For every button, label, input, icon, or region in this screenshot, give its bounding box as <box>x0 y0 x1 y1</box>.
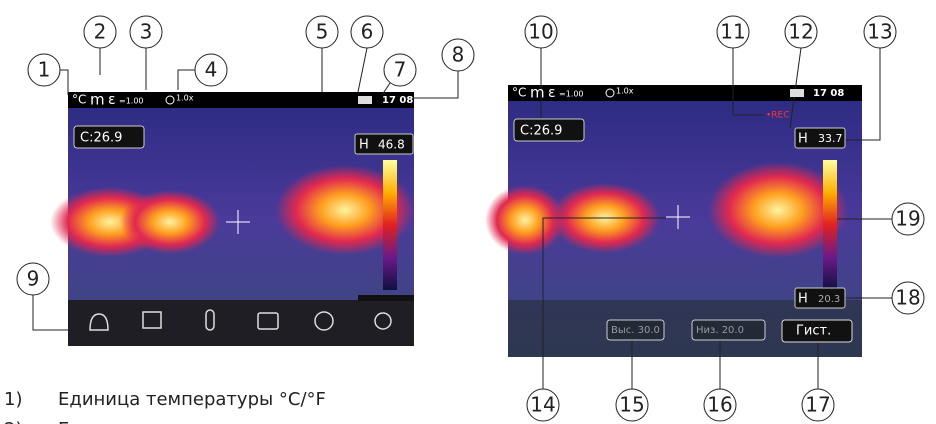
leader-line <box>732 48 765 116</box>
high-temp: 46.8 <box>378 138 405 152</box>
callout-circle <box>891 202 925 236</box>
low-box <box>794 287 846 309</box>
callout-number: 11 <box>720 20 745 44</box>
zoom: 1.0x <box>176 94 194 103</box>
callout-circle <box>716 15 750 49</box>
callout-circle <box>801 388 835 422</box>
center-box <box>513 118 585 142</box>
callout-circle <box>891 281 925 315</box>
center-temp: C:26.9 <box>520 124 562 139</box>
emissivity-value: =1.00 <box>119 97 144 106</box>
callout-circle <box>863 15 897 49</box>
callout-number: 6 <box>361 20 374 44</box>
mode: m <box>90 91 105 109</box>
button-label: Гист. <box>796 324 831 339</box>
callout-lines <box>32 47 892 389</box>
zoom-icon <box>605 88 615 98</box>
callout-circle <box>784 15 818 49</box>
callout-number: 2 <box>94 20 107 44</box>
legend-number: 2) <box>4 419 22 424</box>
callout-circle <box>129 15 163 49</box>
button[interactable] <box>781 319 853 343</box>
callout-circle <box>305 15 339 49</box>
callout-circle <box>83 15 117 49</box>
callout-number: 5 <box>316 20 329 44</box>
callout-circle <box>350 15 384 49</box>
battery-icon <box>790 89 804 97</box>
button-label: Низ. 20.0 <box>696 325 744 336</box>
rec: •REC <box>766 111 790 121</box>
legend-text: Единица температуры °C/°F <box>58 389 326 410</box>
center-temp: C:26.9 <box>80 131 122 146</box>
callout-number: 8 <box>452 43 465 67</box>
high-label: H <box>798 132 808 147</box>
high-label: H <box>359 138 369 153</box>
callout-circle <box>441 38 475 72</box>
high-box <box>794 127 846 149</box>
callout-number: 3 <box>140 20 153 44</box>
leader-line <box>381 82 391 96</box>
zoom-icon <box>165 95 175 105</box>
callout-circle <box>383 53 417 87</box>
callout-number: 14 <box>530 393 555 417</box>
button-label: Выс. 30.0 <box>611 325 660 336</box>
leader-line <box>404 71 459 99</box>
low-box <box>358 295 414 301</box>
callout-number: 4 <box>205 58 218 82</box>
callout-circle <box>27 53 61 87</box>
zoom: 1.0x <box>616 87 634 96</box>
low-label: H <box>798 292 808 307</box>
callout-circle <box>703 388 737 422</box>
callout-circle <box>526 388 560 422</box>
emissivity-value: =1.00 <box>559 90 584 99</box>
callout-number: 16 <box>707 393 732 417</box>
button[interactable] <box>606 319 665 341</box>
callout-number: 7 <box>394 58 407 82</box>
unit: °C <box>72 93 86 107</box>
leader-line <box>177 69 195 90</box>
callout-circle <box>16 262 50 296</box>
time: 17 08 <box>813 88 844 99</box>
leader-line <box>60 69 69 95</box>
callout-circle <box>615 388 649 422</box>
callout-number: 9 <box>27 267 40 291</box>
low-temp: 20.3 <box>818 294 840 305</box>
callout-number: 12 <box>788 20 813 44</box>
callout-number: 18 <box>895 286 920 310</box>
unit: °C <box>512 86 526 100</box>
callout-number: 15 <box>619 393 644 417</box>
emissivity: ε <box>548 85 556 101</box>
callout-circle <box>524 15 558 49</box>
leader-line <box>357 47 368 93</box>
emissivity: ε <box>108 92 116 108</box>
center-box <box>73 125 145 149</box>
callout-number: 1 <box>38 58 51 82</box>
callout-number: 17 <box>805 393 830 417</box>
button[interactable] <box>691 319 766 341</box>
legend-text: Е <box>58 419 69 424</box>
leader-line <box>845 48 881 141</box>
high-temp: 33.7 <box>818 132 843 145</box>
leader-line <box>789 47 802 129</box>
callout-number: 19 <box>895 207 920 231</box>
legend-number: 1) <box>4 389 22 410</box>
high-box <box>354 133 414 155</box>
battery-icon <box>358 96 372 104</box>
callout-number: 10 <box>528 20 553 44</box>
callout-circle <box>194 53 228 87</box>
leader-line <box>542 217 666 389</box>
mode: m <box>530 84 545 102</box>
callout-number: 13 <box>867 20 892 44</box>
time: 17 08 <box>382 95 413 106</box>
leader-line <box>32 295 88 331</box>
